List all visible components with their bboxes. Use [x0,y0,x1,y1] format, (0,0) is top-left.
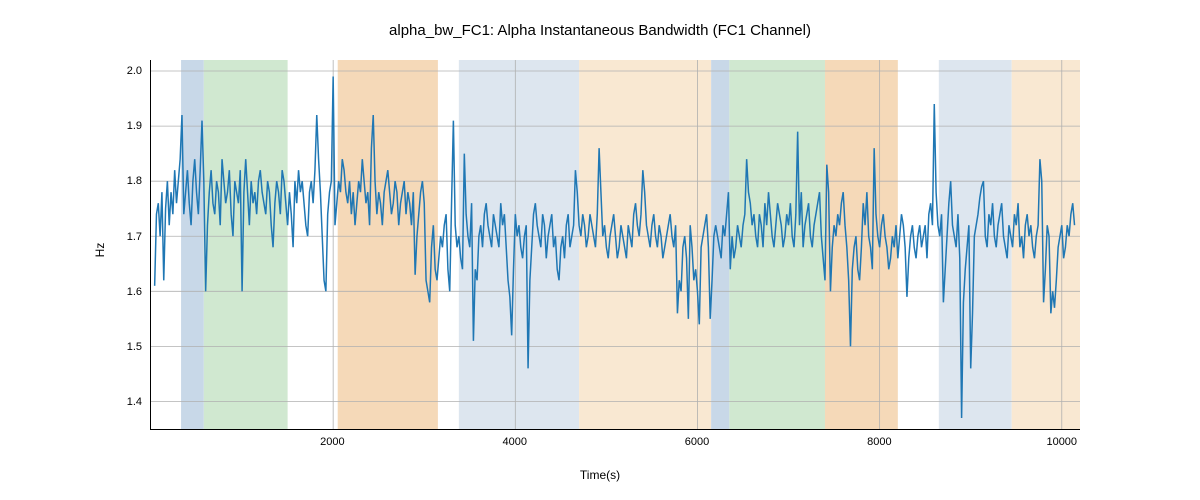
x-tick-label: 4000 [502,436,526,448]
region-band [181,60,204,429]
y-tick-label: 1.5 [102,341,142,353]
region-band [939,60,1012,429]
x-axis-label: Time(s) [0,468,1200,482]
figure: alpha_bw_FC1: Alpha Instantaneous Bandwi… [0,0,1200,500]
region-band [729,60,825,429]
y-axis-label: Hz [93,243,107,258]
x-tick-label: 2000 [320,436,344,448]
y-tick-label: 1.8 [102,175,142,187]
plot-area [150,60,1080,430]
y-tick-label: 1.6 [102,286,142,298]
y-tick-label: 1.9 [102,120,142,132]
region-band [204,60,288,429]
x-tick-label: 8000 [867,436,891,448]
x-tick-label: 6000 [685,436,709,448]
chart-title: alpha_bw_FC1: Alpha Instantaneous Bandwi… [0,22,1200,39]
region-band [338,60,438,429]
y-tick-label: 1.7 [102,231,142,243]
y-tick-label: 1.4 [102,396,142,408]
y-tick-label: 2.0 [102,65,142,77]
x-tick-label: 10000 [1046,436,1077,448]
plot-svg [151,60,1080,429]
